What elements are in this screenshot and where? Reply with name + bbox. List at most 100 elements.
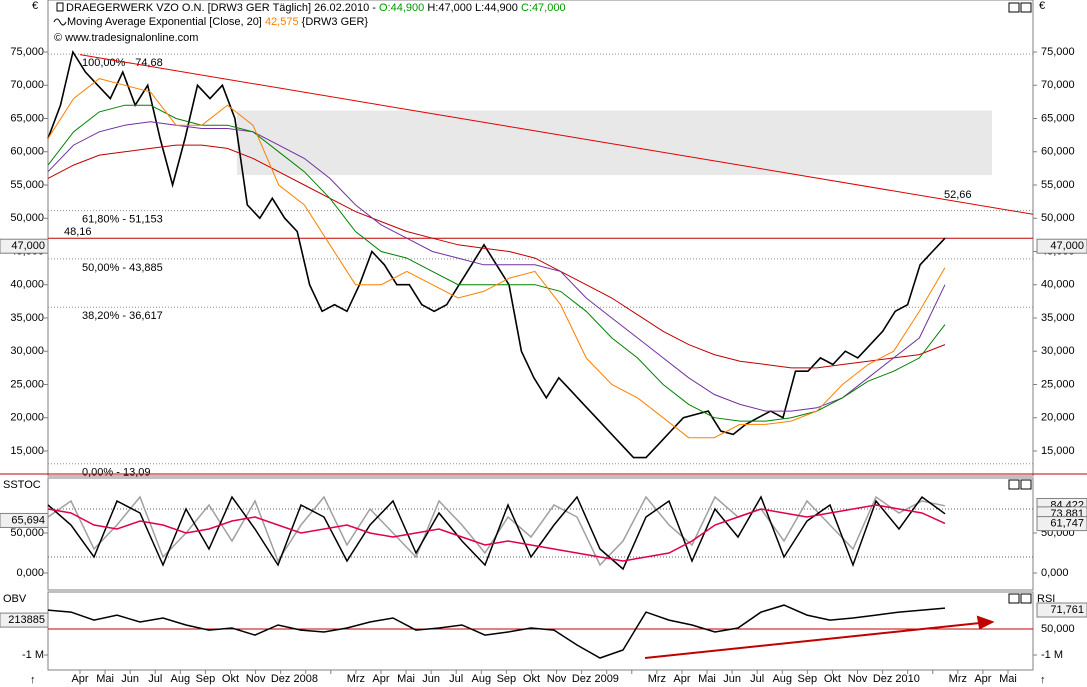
- arrow-line: [644, 622, 981, 659]
- y-tick-label: 70,000: [10, 79, 44, 91]
- last-price-left-box: [0, 238, 49, 254]
- series-line: [47, 144, 946, 369]
- current-value: 65,694: [11, 514, 45, 526]
- y-tick-label-right: 30,000: [1041, 345, 1075, 357]
- current-value-box: [0, 612, 49, 628]
- current-value-box: [0, 512, 49, 528]
- y-tick-label-right: 0,000: [1041, 567, 1069, 579]
- y-tick-label: 60,000: [10, 146, 44, 158]
- x-tick-label: Jul: [750, 673, 764, 685]
- y2-tick-label: 50,000: [1041, 623, 1075, 635]
- fib-label: 61,80% - 51,153: [82, 213, 163, 225]
- y2-title: RSI: [1037, 593, 1055, 605]
- maximize-button[interactable]: [1008, 593, 1020, 604]
- fib-label: 50,00% - 43,885: [82, 262, 163, 274]
- x-tick-label: Sep: [497, 673, 517, 685]
- y-tick-label: -1 M: [22, 649, 44, 661]
- series-line: [47, 78, 946, 439]
- maximize-button[interactable]: [1008, 479, 1020, 490]
- y-tick-label: 55,000: [10, 179, 44, 191]
- y-tick-label-right: 60,000: [1041, 146, 1075, 158]
- y-tick-label-right: 25,000: [1041, 378, 1075, 390]
- y-tick-label-right: 15,000: [1041, 445, 1075, 457]
- indicator-legend: Moving Average Exponential [Close, 20] 4…: [67, 16, 368, 28]
- x-tick-label: Jul: [449, 673, 463, 685]
- x-tick-label: Sep: [798, 673, 818, 685]
- y-tick-label-right: -1 M: [1041, 649, 1063, 661]
- series-line: [47, 121, 946, 412]
- indicator-name: Moving Average Exponential [Close, 20]: [67, 16, 262, 28]
- y-tick-label-right: 70,000: [1041, 79, 1075, 91]
- last-price-left: 47,000: [11, 240, 45, 252]
- y-tick-label: 50,000: [10, 212, 44, 224]
- x-tick-label: Okt: [824, 673, 841, 685]
- arrow-head: [976, 615, 995, 630]
- panel-buttons: [1008, 2, 1032, 604]
- zone: [237, 110, 992, 176]
- y-tick-label: 20,000: [10, 412, 44, 424]
- symbol-icon: [56, 2, 64, 12]
- fib-label: 38,20% - 36,617: [82, 310, 163, 322]
- x-tick-label: Jul: [148, 673, 162, 685]
- x-tick-label: Mrz: [347, 673, 365, 685]
- maximize-button[interactable]: [1008, 2, 1020, 13]
- y-tick-label: 0,000: [16, 567, 44, 579]
- current-value: 213885: [8, 614, 45, 626]
- currency-left: €: [32, 0, 38, 12]
- scroll-arrow[interactable]: ↑: [1040, 674, 1046, 686]
- y-tick-label: 25,000: [10, 378, 44, 390]
- close-button[interactable]: [1020, 593, 1032, 604]
- x-tick-label: Sep: [196, 673, 216, 685]
- y-tick-label-right: 20,000: [1041, 412, 1075, 424]
- y-tick-label-right: 75,000: [1041, 46, 1075, 58]
- y2-current: 71,761: [1050, 604, 1084, 616]
- x-tick-label: 2008: [293, 673, 317, 685]
- ohlc-value: H:47,000: [427, 2, 472, 14]
- x-tick-label: Okt: [222, 673, 239, 685]
- x-tick-label: Dez: [271, 673, 291, 685]
- x-tick-label: Dez: [572, 673, 592, 685]
- series-line: [47, 504, 946, 562]
- x-tick-label: Dez: [873, 673, 893, 685]
- y2-current-box: [1036, 602, 1087, 618]
- scroll-arrow[interactable]: ↑: [30, 674, 36, 686]
- x-tick-label: 2009: [594, 673, 618, 685]
- y-tick-label-right: 35,000: [1041, 312, 1075, 324]
- y-tick-label: 30,000: [10, 345, 44, 357]
- x-tick-label: Apr: [71, 673, 88, 685]
- obv-panel-frame: [47, 591, 1034, 671]
- right-value: 61,747: [1050, 518, 1084, 530]
- y-tick-label-right: 40,000: [1041, 279, 1075, 291]
- title: DRAEGERWERK VZO O.N. [DRW3 GER Täglich] …: [66, 2, 379, 14]
- y-tick-label: 50,000: [10, 527, 44, 539]
- currency-right: €: [1039, 0, 1045, 12]
- x-tick-label: Jun: [422, 673, 440, 685]
- x-tick-label: Okt: [523, 673, 540, 685]
- x-tick-label: Mrz: [949, 673, 967, 685]
- close-button[interactable]: [1020, 2, 1032, 13]
- x-tick-label: Jun: [121, 673, 139, 685]
- fib-label: 0,00% - 13,09: [82, 467, 151, 479]
- x-tick-label: Mai: [96, 673, 114, 685]
- last-price-right-box: [1036, 238, 1087, 254]
- close-button[interactable]: [1020, 479, 1032, 490]
- marker-label: 48,16: [64, 226, 92, 238]
- right-value-box: [1036, 516, 1087, 532]
- x-tick-label: Apr: [974, 673, 991, 685]
- x-tick-label: Mai: [999, 673, 1017, 685]
- fib-label: 100,00% - 74,68: [82, 57, 163, 69]
- trend-arrow: [644, 615, 995, 659]
- indicator-icon: [53, 18, 67, 26]
- x-tick-label: Jun: [723, 673, 741, 685]
- trend-label: 52,66: [944, 189, 972, 201]
- x-tick-label: Nov: [547, 673, 567, 685]
- indicator-value: 42,575: [265, 16, 299, 28]
- sstoc-panel-frame: [47, 477, 1034, 591]
- ohlc-value: C:47,000: [521, 2, 566, 14]
- y-tick-label: 65,000: [10, 112, 44, 124]
- panel-title: SSTOC: [3, 479, 41, 491]
- panel-title: OBV: [3, 593, 27, 605]
- plot-layer: 100,00% - 74,68 61,80% - 51,153 50,00% - 4…: [0, 46, 1087, 685]
